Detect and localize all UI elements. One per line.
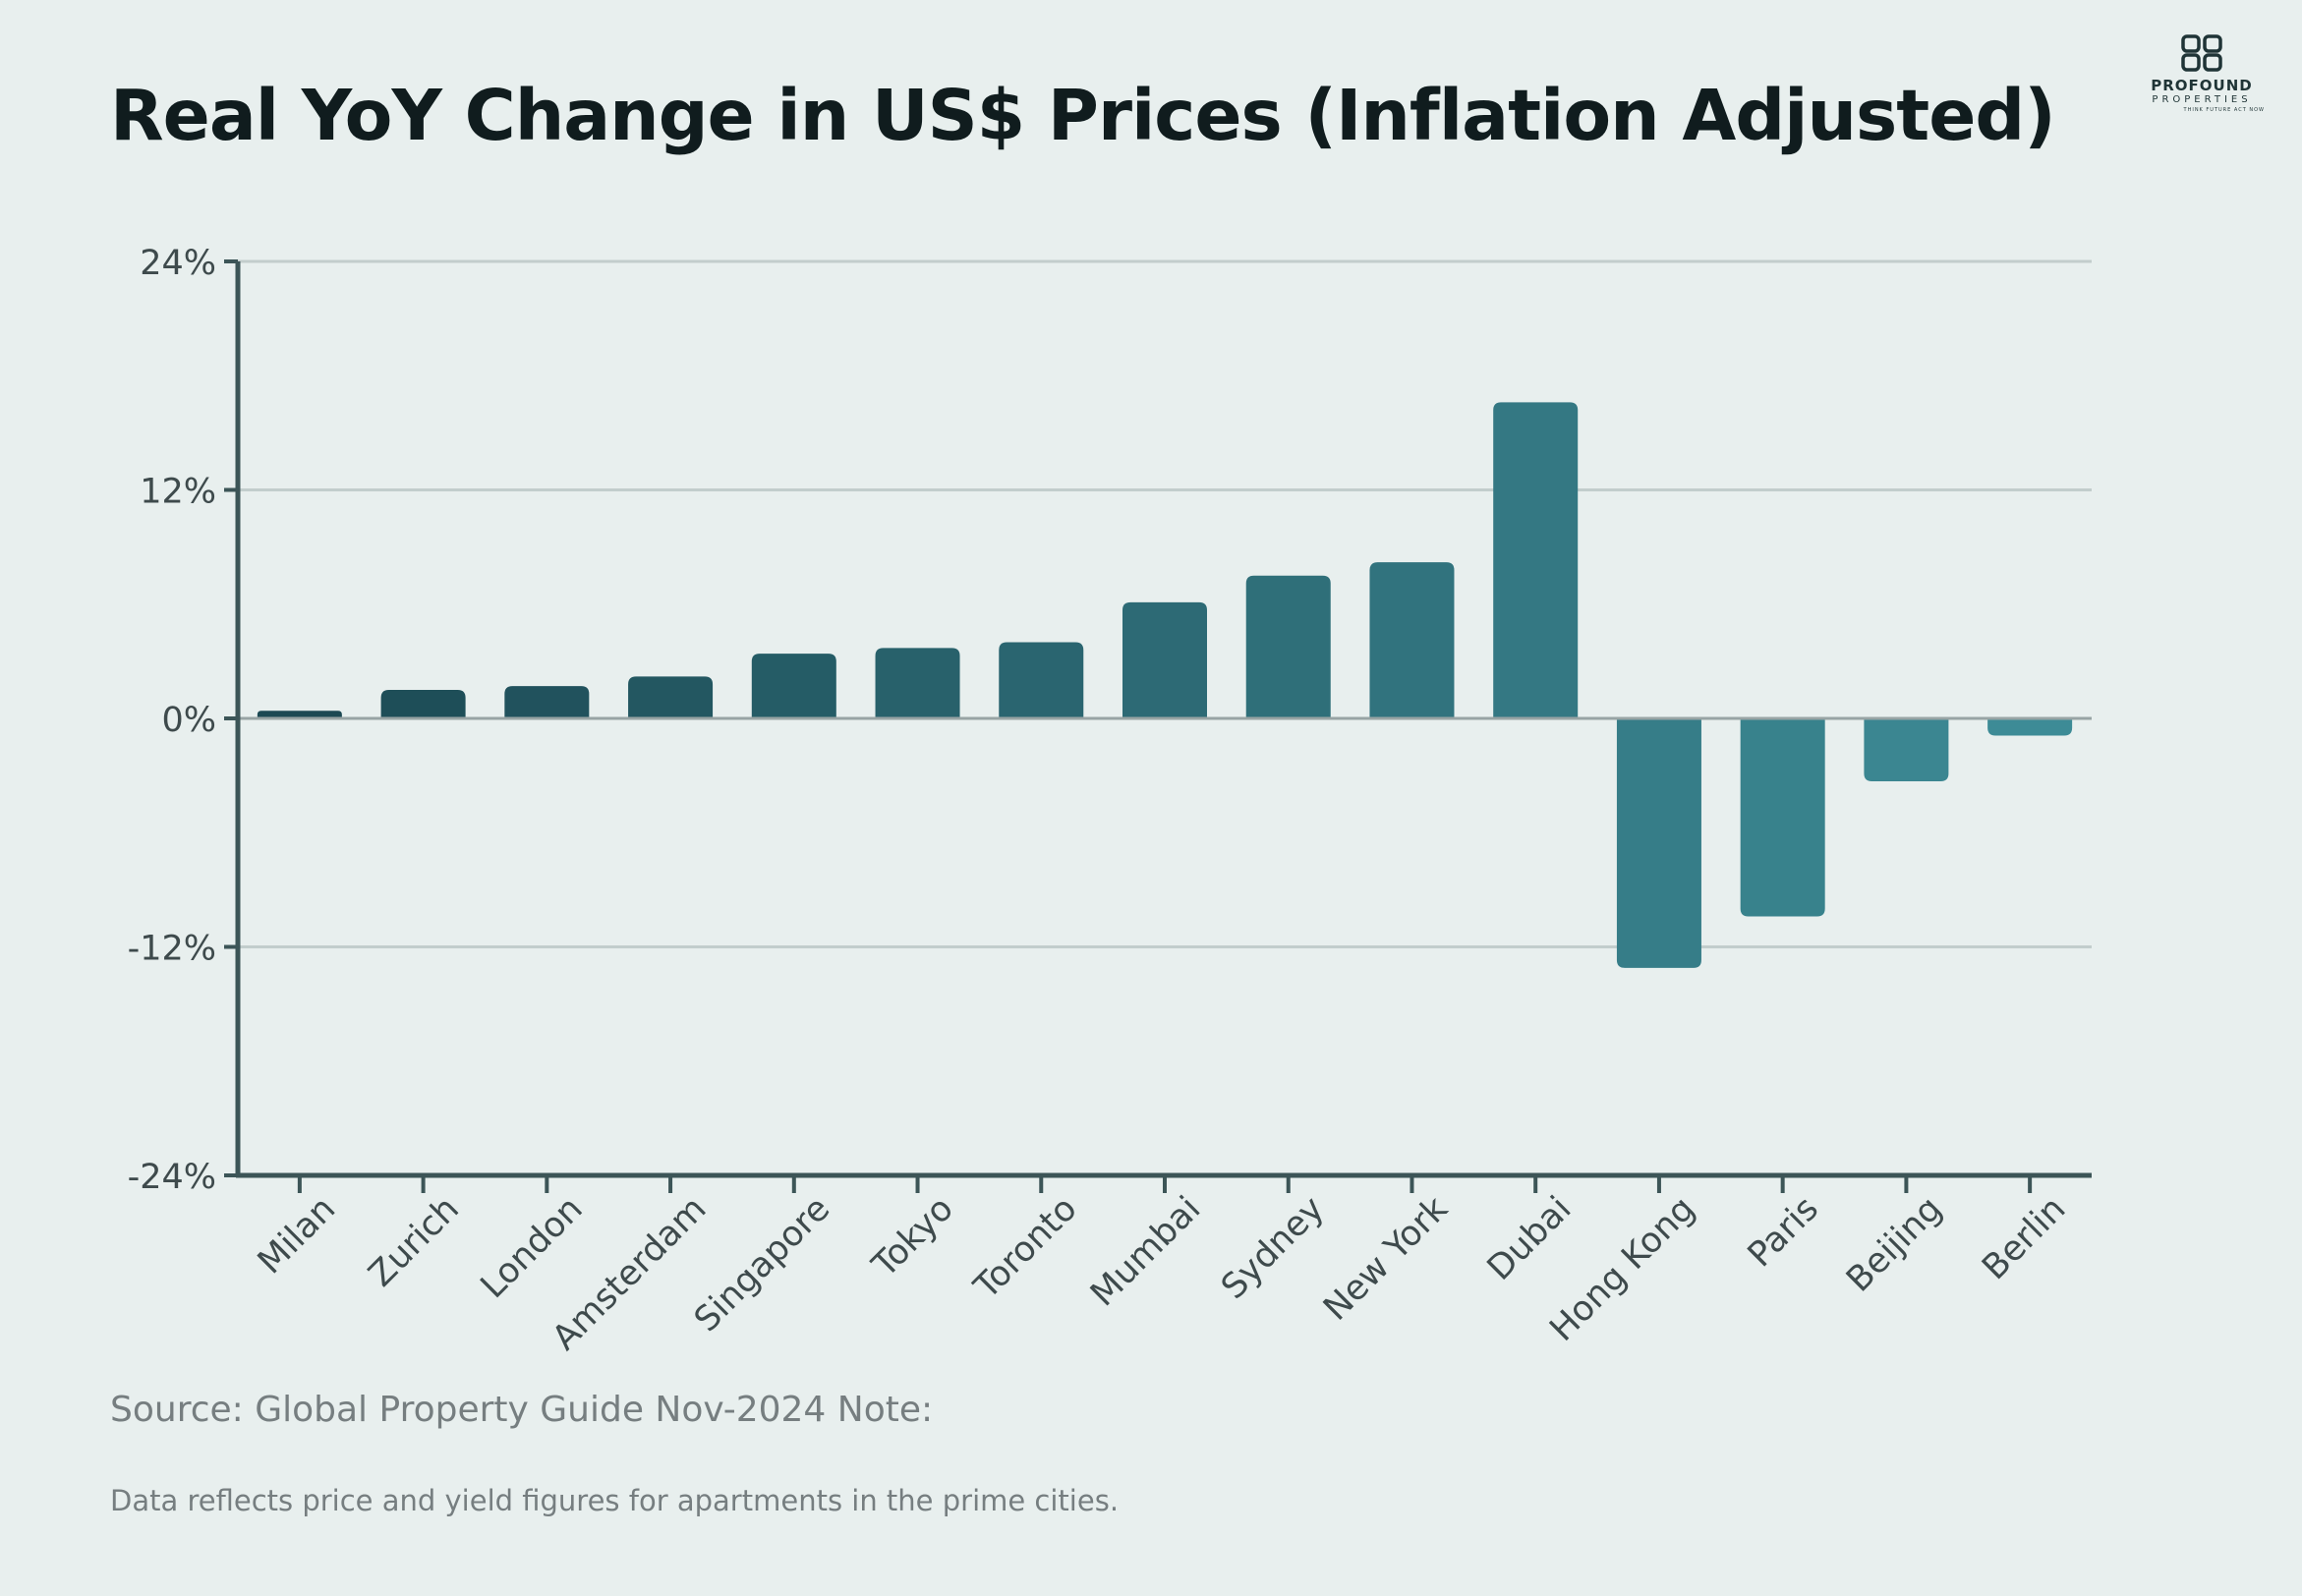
x-tick-label: New York [1316,1189,1456,1329]
x-tick-label: Milan [251,1189,343,1282]
y-tick-label: 12% [140,473,216,512]
bar-london [504,686,590,718]
x-tick-label: Berlin [1975,1189,2073,1287]
brand-name: PROFOUND [2151,77,2253,94]
brand-mark-icon [2181,34,2222,72]
x-tick-label: Zurich [362,1189,467,1294]
x-tick-label: Sydney [1214,1189,1332,1307]
bar-dubai [1493,402,1579,718]
bar-paris [1740,718,1825,917]
x-tick-label: London [474,1189,591,1306]
x-tick-label: Dubai [1480,1189,1580,1288]
bar-sydney [1245,575,1331,718]
x-tick-label: Tokyo [865,1189,961,1285]
bar-amsterdam [628,676,714,718]
bar-milan [257,711,342,718]
bar-singapore [751,654,836,718]
bar-toronto [999,642,1084,718]
brand-logo: PROFOUND PROPERTIES THINK FUTURE ACT NOW [2133,33,2271,132]
brand-tagline: THINK FUTURE ACT NOW [2183,107,2265,113]
y-tick-label: 24% [140,244,216,283]
bar-hong-kong [1616,718,1701,968]
x-tick-label: Beijing [1839,1189,1950,1300]
y-tick-label: -12% [128,930,216,969]
bar-mumbai [1122,601,1207,718]
bar-new-york [1369,562,1455,718]
y-tick-label: 0% [161,701,216,740]
x-tick-label: Paris [1741,1189,1826,1275]
page-title: Real YoY Change in US$ Prices (Inflation… [110,75,2056,156]
bar-beijing [1864,718,1949,781]
brand-subtitle: PROPERTIES [2152,94,2252,105]
y-tick-label: -24% [128,1158,216,1197]
x-tick-label: Singapore [687,1189,837,1340]
x-tick-label: Toronto [966,1189,1084,1307]
source-text: Source: Global Property Guide Nov-2024 N… [110,1390,934,1430]
bar-tokyo [875,648,960,718]
bar-berlin [1987,718,2073,736]
note-text: Data reflects price and yield figures fo… [110,1484,1120,1517]
x-tick-label: Mumbai [1083,1189,1208,1314]
bar-zurich [380,689,466,718]
